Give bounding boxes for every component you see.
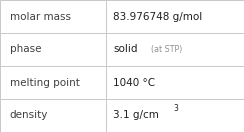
Text: 3: 3 (174, 104, 179, 113)
Text: density: density (10, 110, 48, 121)
Text: phase: phase (10, 44, 41, 55)
Text: solid: solid (113, 44, 138, 55)
Text: melting point: melting point (10, 77, 80, 88)
Text: 1040 °C: 1040 °C (113, 77, 156, 88)
Text: (at STP): (at STP) (151, 45, 183, 54)
Text: 83.976748 g/mol: 83.976748 g/mol (113, 11, 203, 22)
Text: 3.1 g/cm: 3.1 g/cm (113, 110, 159, 121)
Text: molar mass: molar mass (10, 11, 71, 22)
